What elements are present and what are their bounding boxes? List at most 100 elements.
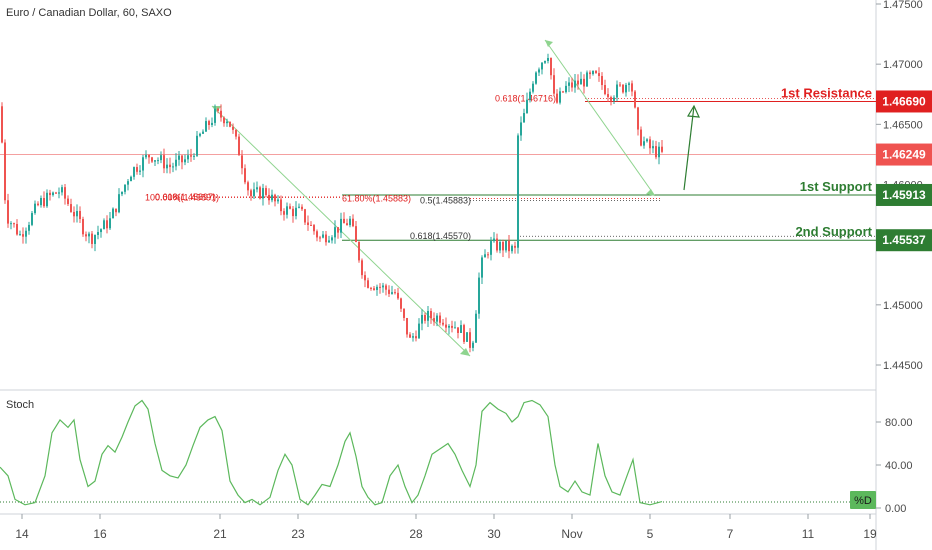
candle-down <box>364 275 366 281</box>
candle-down <box>316 231 318 238</box>
candle-down <box>163 155 165 169</box>
candle-up <box>196 135 198 156</box>
candle-up <box>472 342 474 348</box>
candle-down <box>310 224 312 226</box>
candle-up <box>427 311 429 321</box>
stoch-d-line <box>0 399 663 506</box>
candle-down <box>307 222 309 225</box>
candle-up <box>616 84 618 98</box>
candle-down <box>343 218 345 224</box>
price-tick-label: 1.47000 <box>883 59 923 71</box>
candle-up <box>154 160 156 162</box>
candle-up <box>652 146 654 149</box>
time-tick-label: Nov <box>561 527 582 541</box>
candle-up <box>277 199 279 202</box>
level-price-text: 1.46690 <box>882 94 926 108</box>
fib-label: 0.618(1.45897) <box>155 192 216 202</box>
candle-down <box>496 238 498 251</box>
candle-down <box>274 194 276 202</box>
stoch-axis[interactable]: 80.00 40.00 0.00 <box>876 417 913 515</box>
candle-down <box>583 78 585 87</box>
candle-down <box>259 187 261 199</box>
stoch-tick-label: 0.00 <box>885 503 906 515</box>
candle-up <box>493 238 495 242</box>
candle-down <box>79 211 81 220</box>
candle-down <box>556 93 558 103</box>
candle-down <box>352 218 354 227</box>
candle-up <box>547 57 549 61</box>
candle-up <box>586 72 588 87</box>
candle-up <box>187 155 189 160</box>
candle-down <box>661 146 663 152</box>
candle-down <box>208 121 210 125</box>
candle-down <box>433 318 435 322</box>
candle-up <box>214 108 216 123</box>
candle-up <box>133 167 135 177</box>
current-price-tag <box>876 143 932 166</box>
candle-down <box>601 76 603 86</box>
price-tick-label: 1.44500 <box>883 360 923 372</box>
candle-down <box>595 70 597 74</box>
candle-up <box>331 237 333 241</box>
candle-down <box>64 187 66 199</box>
candle-down <box>190 155 192 157</box>
candle-down <box>43 198 45 207</box>
candle-up <box>559 91 561 103</box>
candle-up <box>481 257 483 278</box>
candle-up <box>412 336 414 338</box>
candle-up <box>100 229 102 233</box>
candle-up <box>97 232 99 235</box>
level-label: 2nd Support <box>795 224 872 239</box>
candle-up <box>184 159 186 163</box>
candle-down <box>1 106 3 143</box>
candle-down <box>136 167 138 172</box>
candle-up <box>61 187 63 193</box>
candle-up <box>127 181 129 185</box>
candle-up <box>205 121 207 132</box>
candle-down <box>250 190 252 197</box>
candle-up <box>157 160 159 162</box>
candle-up <box>166 164 168 169</box>
stoch-tick-label: 40.00 <box>885 460 913 472</box>
candle-up <box>538 69 540 73</box>
candle-up <box>34 203 36 214</box>
candle-down <box>151 157 153 162</box>
candle-down <box>337 227 339 233</box>
candle-down <box>439 315 441 323</box>
candle-down <box>22 234 24 237</box>
candle-up <box>448 325 450 328</box>
candle-down <box>244 168 246 183</box>
candle-down <box>7 200 9 224</box>
candle-up <box>520 122 522 136</box>
candle-down <box>577 80 579 85</box>
candle-up <box>460 325 462 333</box>
candle-up <box>517 135 519 248</box>
candle-down <box>229 121 231 127</box>
candle-down <box>292 208 294 217</box>
candle-up <box>31 213 33 225</box>
candle-up <box>226 121 228 124</box>
candle-down <box>415 336 417 339</box>
candle-up <box>478 277 480 314</box>
candle-down <box>4 142 6 201</box>
candle-up <box>574 80 576 88</box>
candle-up <box>271 194 273 201</box>
stoch-pane[interactable] <box>0 392 876 514</box>
candle-up <box>544 60 546 63</box>
candle-down <box>649 139 651 149</box>
candle-up <box>499 241 501 251</box>
fib-label: 61.80%(1.45883) <box>342 194 411 204</box>
level-price-tag <box>876 90 932 113</box>
candle-up <box>334 227 336 238</box>
candle-down <box>514 245 516 248</box>
stoch-legend-tag <box>850 491 876 509</box>
candle-up <box>262 188 264 199</box>
candle-up <box>490 241 492 255</box>
candle-up <box>142 157 144 171</box>
candle-up <box>46 192 48 207</box>
time-axis[interactable]: 14 16 21 23 28 30 Nov 5 7 11 19 <box>15 514 877 541</box>
candle-up <box>193 155 195 157</box>
arrow-head <box>686 104 700 118</box>
candle-up <box>178 155 180 160</box>
